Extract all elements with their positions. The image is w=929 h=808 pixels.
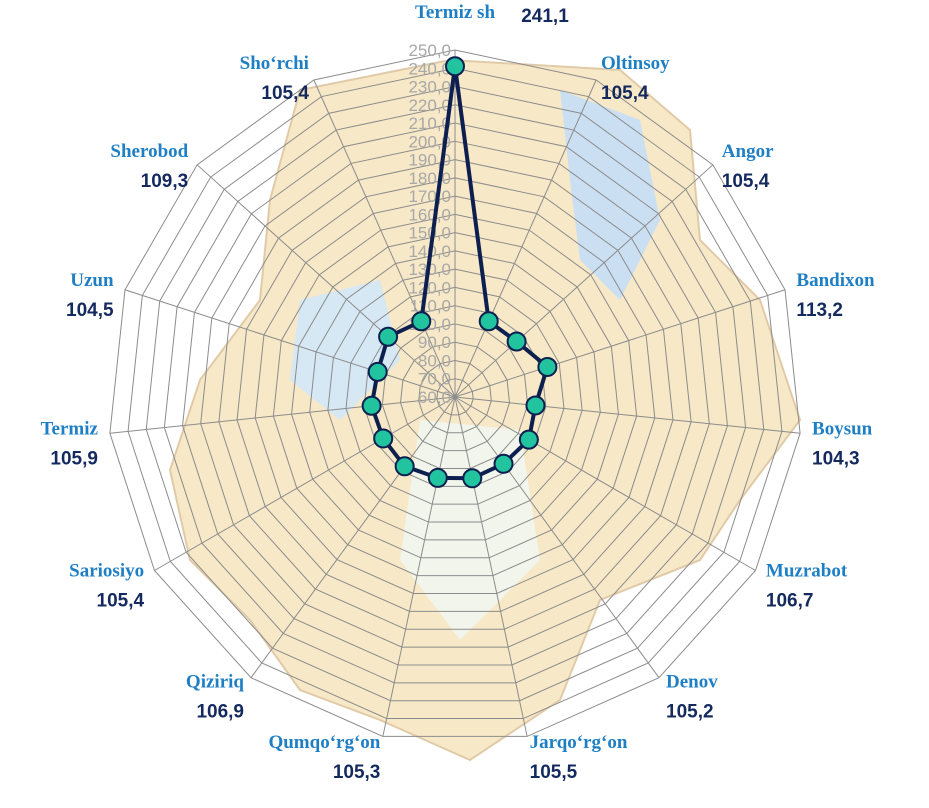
grid-ring bbox=[345, 286, 565, 505]
value-label: 105,2 bbox=[666, 701, 714, 722]
grid-ring bbox=[200, 140, 710, 648]
grid-ring bbox=[236, 177, 674, 612]
r-tick-label: 250,0 bbox=[408, 41, 451, 60]
grid-ring bbox=[254, 195, 656, 595]
grid-ring bbox=[381, 323, 529, 469]
value-label: 104,3 bbox=[812, 449, 860, 470]
value-label: 241,1 bbox=[521, 6, 569, 27]
r-tick-label: 170,0 bbox=[408, 187, 451, 206]
value-label: 105,5 bbox=[530, 762, 578, 783]
category-label: Angor bbox=[722, 141, 774, 162]
value-label: 106,9 bbox=[196, 701, 244, 722]
marker bbox=[378, 326, 399, 347]
marker bbox=[361, 395, 382, 416]
grid-ring bbox=[436, 378, 474, 416]
value-label: 105,3 bbox=[333, 762, 381, 783]
marker bbox=[394, 456, 415, 477]
spoke bbox=[124, 289, 456, 398]
spoke bbox=[196, 164, 456, 398]
grid-ring bbox=[182, 122, 728, 666]
value-label: 106,7 bbox=[766, 591, 814, 612]
spoke bbox=[250, 396, 456, 679]
grid-ring bbox=[145, 86, 765, 702]
value-label: 105,4 bbox=[97, 591, 145, 612]
spoke bbox=[454, 79, 597, 398]
grid-ring bbox=[291, 232, 619, 559]
r-tick-label: 150,0 bbox=[408, 224, 451, 243]
marker bbox=[445, 56, 465, 77]
marker bbox=[462, 468, 483, 489]
category-label: Sherobod bbox=[110, 141, 188, 162]
r-tick-label: 90,0 bbox=[418, 333, 451, 352]
r-tick-label: 220,0 bbox=[408, 96, 451, 115]
category-label: Oltinsoy bbox=[601, 53, 670, 74]
category-label: Qiziriq bbox=[186, 671, 244, 692]
marker bbox=[367, 361, 388, 382]
r-tick-label: 160,0 bbox=[408, 205, 451, 224]
r-tick-label: 60,0 bbox=[418, 388, 451, 407]
category-label: Sariosiyo bbox=[69, 561, 144, 582]
r-tick-label: 180,0 bbox=[408, 169, 451, 188]
category-label: Termiz bbox=[41, 419, 99, 440]
value-label: 104,5 bbox=[66, 300, 114, 321]
grid-ring bbox=[309, 250, 601, 541]
r-tick-label: 110,0 bbox=[410, 297, 451, 316]
spoke bbox=[454, 396, 801, 434]
marker bbox=[537, 356, 558, 377]
grid-ring bbox=[272, 213, 638, 577]
spoke bbox=[154, 396, 456, 571]
value-label: 109,3 bbox=[141, 171, 189, 192]
spoke bbox=[382, 396, 456, 737]
marker bbox=[518, 429, 539, 450]
r-tick-label: 80,0 bbox=[418, 351, 451, 370]
grid-ring bbox=[127, 67, 783, 720]
value-label: 105,4 bbox=[601, 83, 649, 104]
value-label: 105,4 bbox=[722, 171, 770, 192]
r-tick-label: 210,0 bbox=[408, 114, 451, 133]
category-label: Qumqo‘rg‘on bbox=[268, 732, 380, 753]
map-background bbox=[168, 58, 802, 762]
spoke bbox=[313, 79, 456, 398]
marker bbox=[411, 311, 432, 332]
r-tick-label: 120,0 bbox=[408, 278, 451, 297]
grid-ring bbox=[218, 159, 692, 630]
category-label: Sho‘rchi bbox=[240, 53, 309, 74]
marker bbox=[427, 467, 448, 488]
category-label: Uzun bbox=[70, 270, 114, 291]
category-label: Boysun bbox=[812, 419, 873, 440]
category-label: Muzrabot bbox=[766, 561, 848, 582]
grid-ring bbox=[109, 49, 801, 737]
category-label: Jarqo‘rg‘on bbox=[530, 732, 628, 753]
value-label: 105,4 bbox=[261, 83, 309, 104]
marker bbox=[373, 428, 394, 449]
grid-ring bbox=[418, 359, 492, 434]
value-label: 113,2 bbox=[796, 300, 843, 321]
r-tick-label: 70,0 bbox=[418, 370, 451, 389]
marker bbox=[506, 331, 527, 352]
r-tick-label: 200,0 bbox=[408, 132, 451, 151]
marker bbox=[493, 453, 514, 474]
category-label: Denov bbox=[666, 671, 718, 692]
series-line bbox=[369, 64, 550, 481]
spoke bbox=[454, 164, 714, 398]
marker bbox=[525, 395, 546, 416]
grid-ring bbox=[327, 268, 583, 523]
spoke bbox=[109, 396, 456, 434]
spoke bbox=[454, 396, 528, 737]
value-label: 105,9 bbox=[50, 449, 98, 470]
grid-ring bbox=[163, 104, 747, 684]
spoke bbox=[454, 289, 786, 398]
category-label: Bandixon bbox=[796, 270, 875, 291]
marker bbox=[478, 311, 499, 332]
category-label: Termiz sh bbox=[415, 2, 495, 23]
r-tick-label: 240,0 bbox=[408, 59, 451, 78]
grid-ring bbox=[400, 341, 510, 452]
spoke bbox=[454, 396, 660, 679]
r-tick-label: 230,0 bbox=[408, 78, 451, 97]
spoke bbox=[454, 396, 756, 571]
